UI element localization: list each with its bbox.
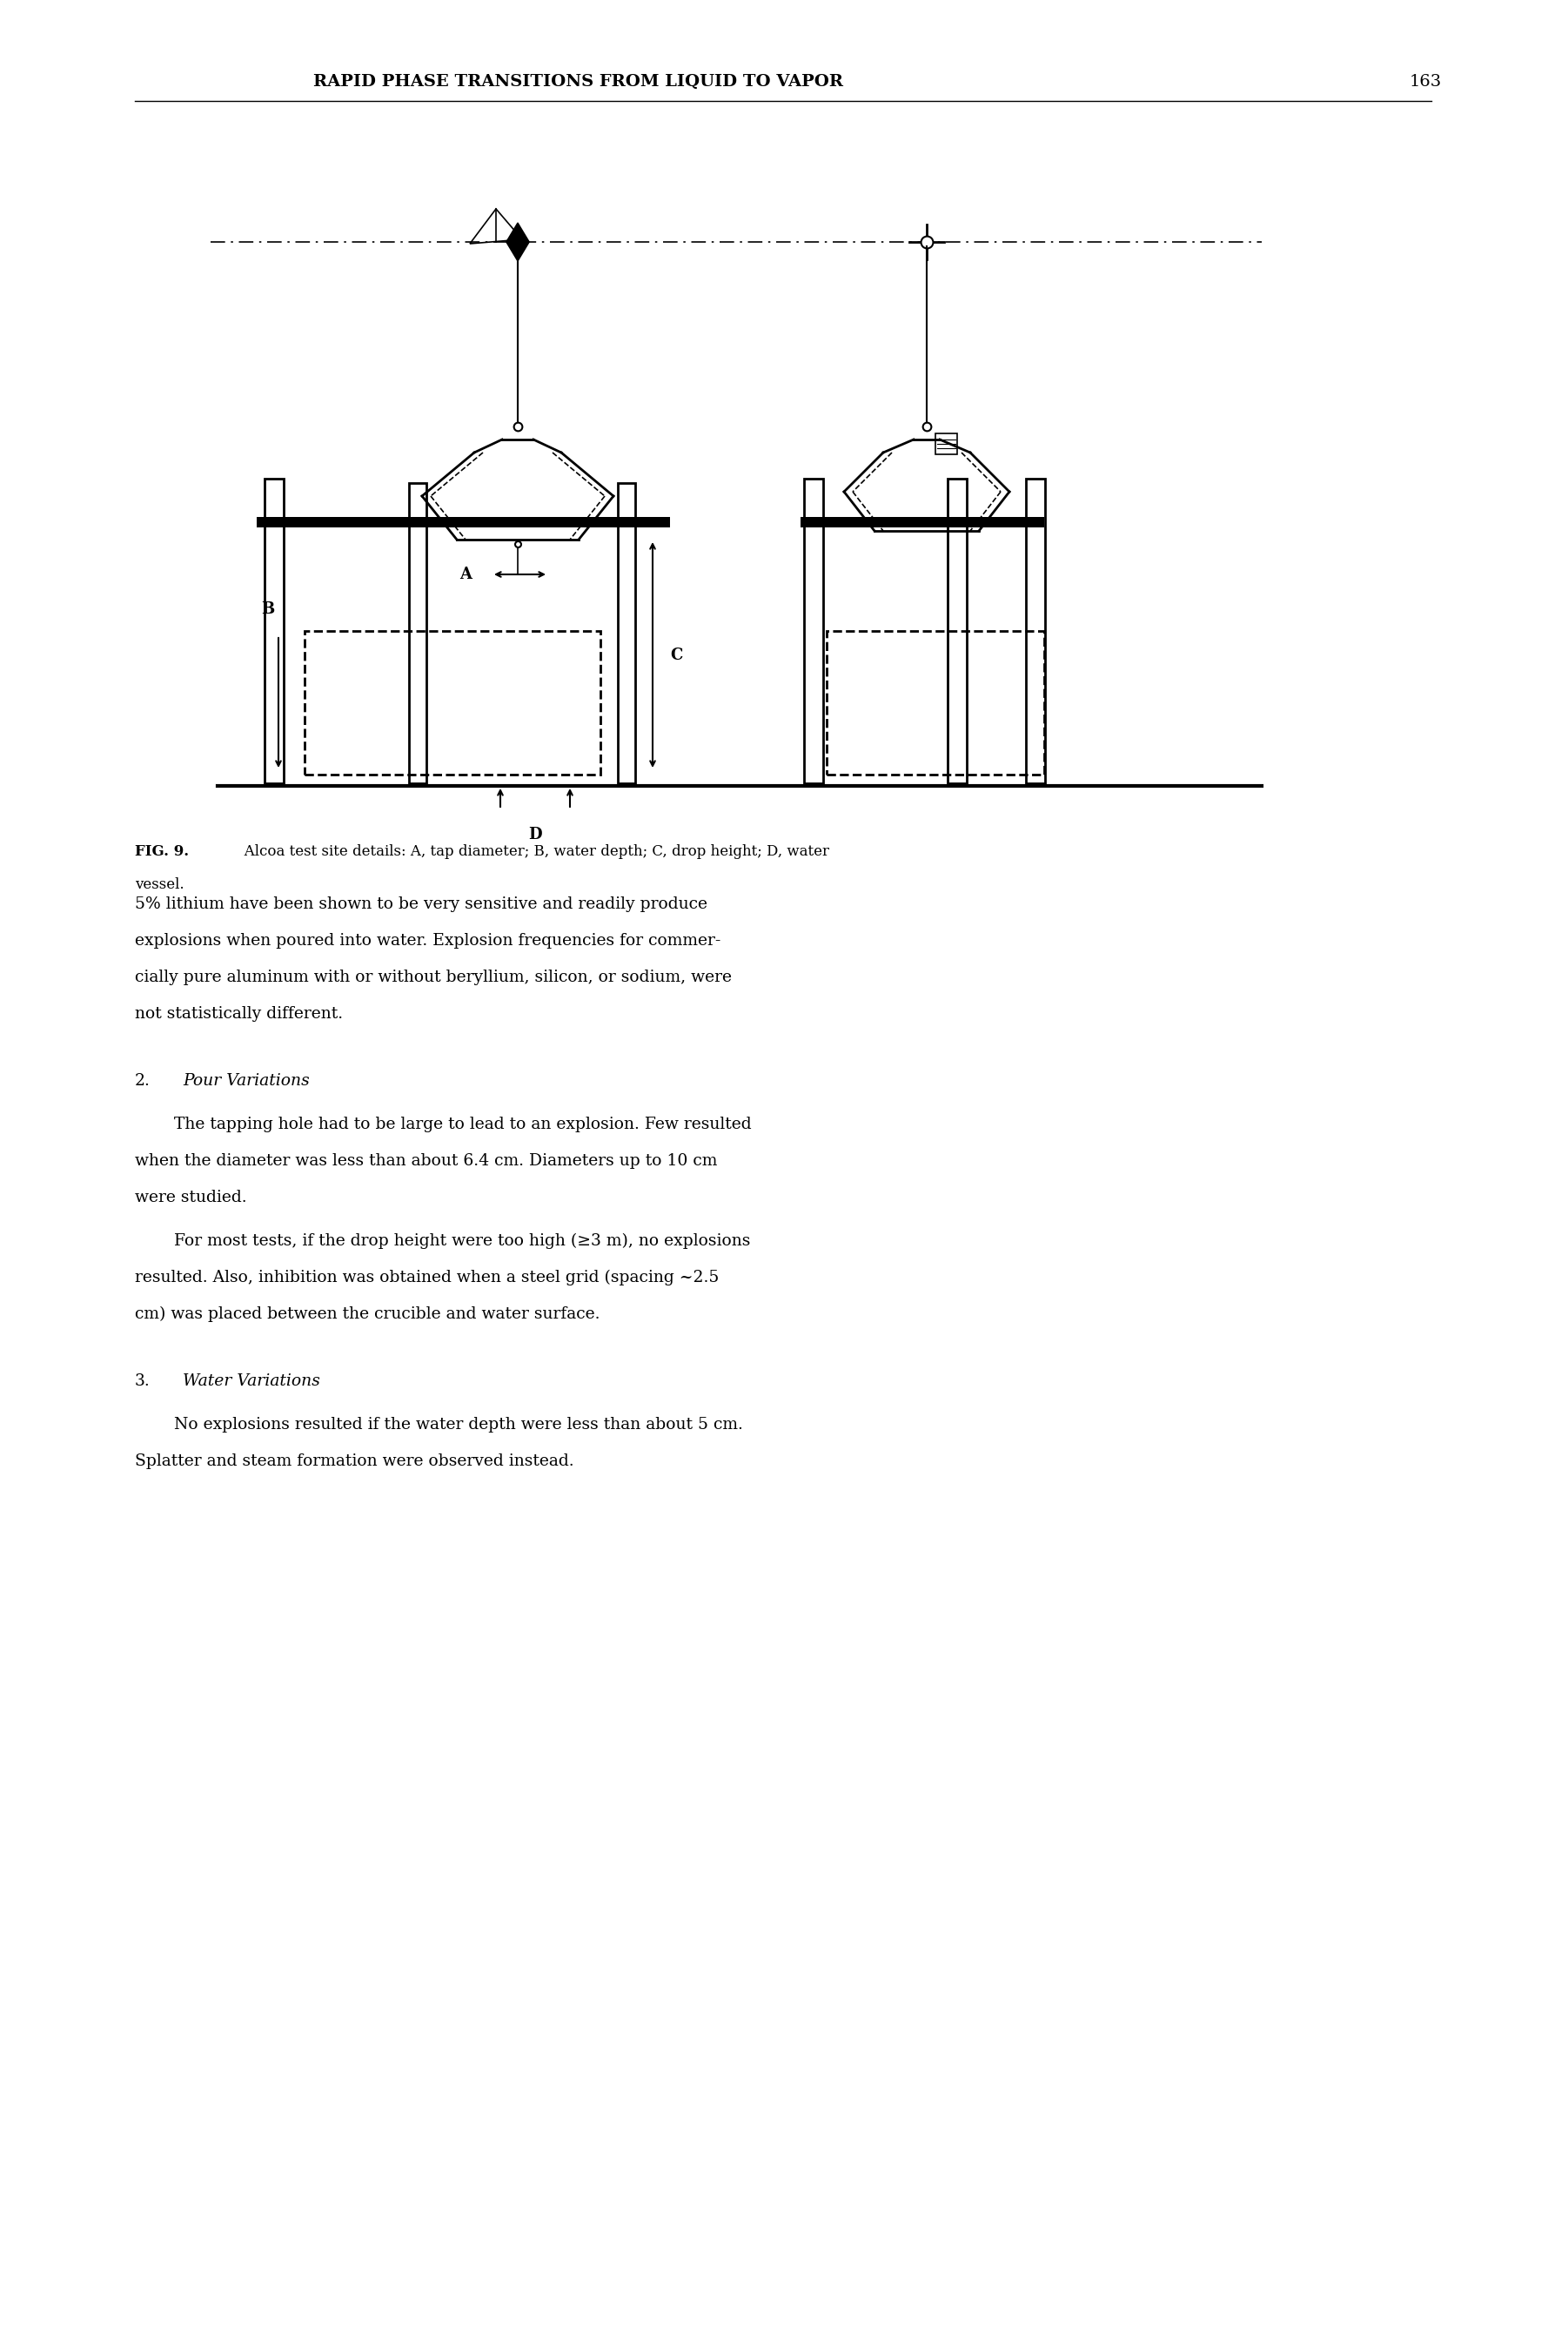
Bar xyxy=(801,517,1044,529)
Text: No explosions resulted if the water depth were less than about 5 cm.: No explosions resulted if the water dept… xyxy=(174,1416,743,1433)
Text: Alcoa test site details: A, tap diameter; B, water depth; C, drop height; D, wat: Alcoa test site details: A, tap diameter… xyxy=(230,843,829,860)
Bar xyxy=(804,479,823,782)
Text: not statistically different.: not statistically different. xyxy=(135,1005,343,1022)
Text: Splatter and steam formation were observed instead.: Splatter and steam formation were observ… xyxy=(135,1454,574,1468)
Text: C: C xyxy=(670,646,682,662)
Text: RAPID PHASE TRANSITIONS FROM LIQUID TO VAPOR: RAPID PHASE TRANSITIONS FROM LIQUID TO V… xyxy=(314,73,844,89)
Bar xyxy=(826,632,1044,775)
Text: 163: 163 xyxy=(1410,73,1443,89)
Bar xyxy=(1025,479,1044,782)
Bar xyxy=(618,484,635,782)
Text: cially pure aluminum with or without beryllium, silicon, or sodium, were: cially pure aluminum with or without ber… xyxy=(135,970,732,984)
Text: D: D xyxy=(528,827,543,843)
Bar xyxy=(409,484,426,782)
Bar xyxy=(947,479,967,782)
Bar xyxy=(304,632,601,775)
Bar xyxy=(265,479,284,782)
Text: Water Variations: Water Variations xyxy=(183,1374,320,1388)
Text: A: A xyxy=(459,566,472,583)
Text: FIG. 9.: FIG. 9. xyxy=(135,843,188,860)
Text: Pour Variations: Pour Variations xyxy=(183,1073,309,1090)
Text: when the diameter was less than about 6.4 cm. Diameters up to 10 cm: when the diameter was less than about 6.… xyxy=(135,1153,717,1170)
Text: vessel.: vessel. xyxy=(135,876,183,893)
Text: explosions when poured into water. Explosion frequencies for commer-: explosions when poured into water. Explo… xyxy=(135,933,721,949)
Polygon shape xyxy=(506,223,530,261)
Text: 3.: 3. xyxy=(135,1374,151,1388)
Text: were studied.: were studied. xyxy=(135,1189,246,1205)
Bar xyxy=(936,435,956,453)
Text: B: B xyxy=(260,601,274,618)
Bar xyxy=(257,517,670,529)
Text: For most tests, if the drop height were too high (≥3 m), no explosions: For most tests, if the drop height were … xyxy=(174,1233,751,1250)
Text: cm) was placed between the crucible and water surface.: cm) was placed between the crucible and … xyxy=(135,1306,601,1322)
Text: 5% lithium have been shown to be very sensitive and readily produce: 5% lithium have been shown to be very se… xyxy=(135,897,707,911)
Text: resulted. Also, inhibition was obtained when a steel grid (spacing ~2.5: resulted. Also, inhibition was obtained … xyxy=(135,1271,720,1285)
Text: The tapping hole had to be large to lead to an explosion. Few resulted: The tapping hole had to be large to lead… xyxy=(174,1116,751,1132)
Text: 2.: 2. xyxy=(135,1073,151,1090)
